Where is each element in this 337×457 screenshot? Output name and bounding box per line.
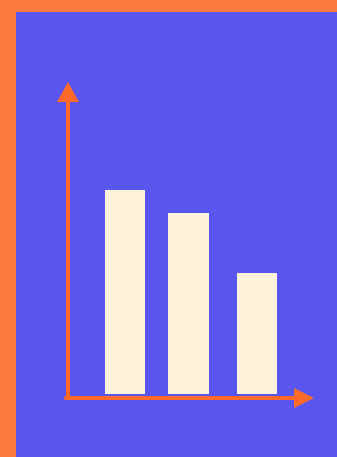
bar-shape bbox=[168, 213, 209, 394]
vertical-axis-arrow bbox=[57, 82, 79, 102]
horizontal-axis-arrow bbox=[294, 388, 314, 408]
bar-shape bbox=[237, 273, 277, 394]
bar-shape bbox=[105, 190, 145, 394]
